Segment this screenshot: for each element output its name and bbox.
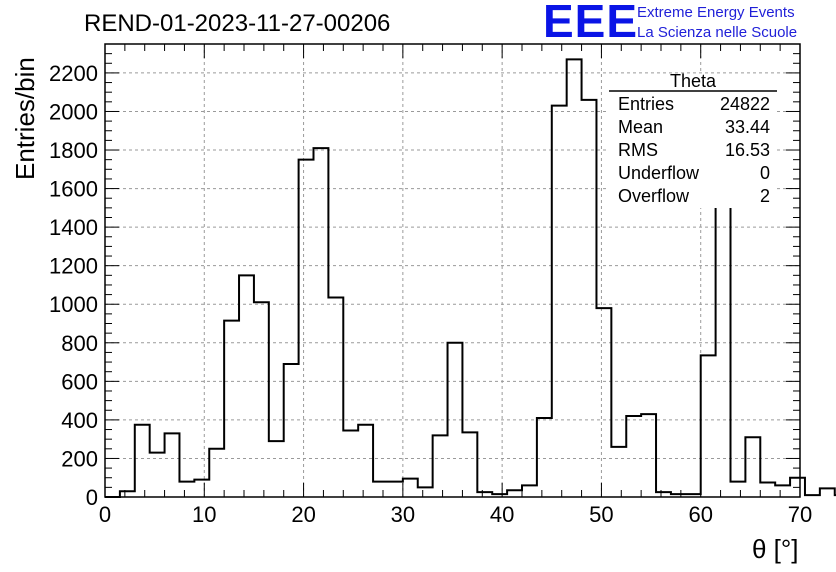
plot-frame — [104, 43, 801, 498]
x-tick-label: 60 — [688, 502, 712, 527]
y-tick-label: 1000 — [49, 292, 98, 317]
stats-box — [609, 74, 777, 208]
stats-value: 16.53 — [725, 140, 770, 160]
histogram-bin — [596, 308, 611, 497]
histogram-line — [105, 58, 836, 498]
histogram-bin — [641, 414, 656, 497]
histogram-bin — [418, 487, 433, 497]
histogram-bin — [537, 418, 552, 497]
histogram-bin — [448, 343, 463, 497]
histogram-bin — [805, 495, 820, 497]
histogram-bin — [775, 485, 790, 497]
histogram-bin — [165, 433, 180, 497]
histogram-bin — [179, 482, 194, 497]
histogram-bin — [522, 485, 537, 497]
histogram-bin — [209, 449, 224, 497]
y-tick-label: 1800 — [49, 138, 98, 163]
stats-label: Entries — [618, 94, 674, 114]
stats-value: 24822 — [720, 94, 770, 114]
histogram-bin — [150, 453, 165, 497]
histogram-bin — [239, 275, 254, 497]
histogram-bin — [254, 302, 269, 497]
histogram-bin — [820, 488, 835, 497]
histogram-bin — [626, 416, 641, 497]
stats-value: 2 — [760, 186, 770, 206]
chart-title: REND-01-2023-11-27-00206 — [84, 10, 391, 37]
logo-subtitle-1: Extreme Energy Events — [637, 4, 795, 21]
histogram-bin — [731, 482, 746, 497]
histogram-bin — [567, 59, 582, 497]
histogram-bin — [582, 100, 597, 497]
stats-value: 0 — [760, 163, 770, 183]
histogram-bin — [388, 482, 403, 497]
y-tick-label: 1400 — [49, 215, 98, 240]
x-tick-label: 70 — [788, 502, 812, 527]
histogram-bin — [120, 491, 135, 497]
y-tick-label: 800 — [61, 331, 98, 356]
histogram-bin — [462, 432, 477, 497]
histogram-bin — [507, 490, 522, 497]
histogram-bin — [328, 297, 343, 497]
x-tick-label: 40 — [490, 502, 514, 527]
y-tick-label: 400 — [61, 408, 98, 433]
histogram-bin — [314, 148, 329, 497]
histogram-bin — [224, 321, 239, 497]
histogram-bin — [701, 355, 716, 497]
histogram-bin — [745, 437, 760, 497]
y-tick-label: 600 — [61, 369, 98, 394]
histogram-bin — [358, 425, 373, 497]
histogram-bin — [760, 483, 775, 497]
histogram-bin — [552, 106, 567, 497]
eee-logo: EEE — [543, 0, 639, 47]
x-tick-label: 20 — [291, 502, 315, 527]
x-tick-label: 10 — [192, 502, 216, 527]
histogram-bin — [343, 430, 358, 497]
histogram-bin — [269, 441, 284, 497]
histogram-bin — [135, 425, 150, 497]
y-tick-label: 0 — [86, 485, 98, 510]
histogram-bin — [373, 482, 388, 497]
histogram-bin — [403, 479, 418, 497]
x-axis-label: θ [°] — [752, 534, 799, 564]
stats-label: Underflow — [618, 163, 700, 183]
histogram-bin — [433, 435, 448, 497]
y-tick-label: 1200 — [49, 254, 98, 279]
stats-label: Mean — [618, 117, 663, 137]
logo-subtitle-2: La Scienza nelle Scuole — [637, 24, 798, 41]
stats-value: 33.44 — [725, 117, 770, 137]
y-tick-label: 2200 — [49, 61, 98, 86]
stats-label: Overflow — [618, 186, 690, 206]
histogram-bin — [194, 480, 209, 497]
histogram-bin — [299, 160, 314, 497]
histogram-bin — [284, 364, 299, 497]
stats-label: RMS — [618, 140, 658, 160]
x-tick-label: 50 — [589, 502, 613, 527]
stats-title: Theta — [670, 71, 717, 91]
y-tick-label: 200 — [61, 446, 98, 471]
x-tick-label: 30 — [391, 502, 415, 527]
y-tick-label: 1600 — [49, 177, 98, 202]
y-tick-label: 2000 — [49, 99, 98, 124]
x-tick-label: 0 — [99, 502, 111, 527]
histogram-bin — [611, 447, 626, 497]
